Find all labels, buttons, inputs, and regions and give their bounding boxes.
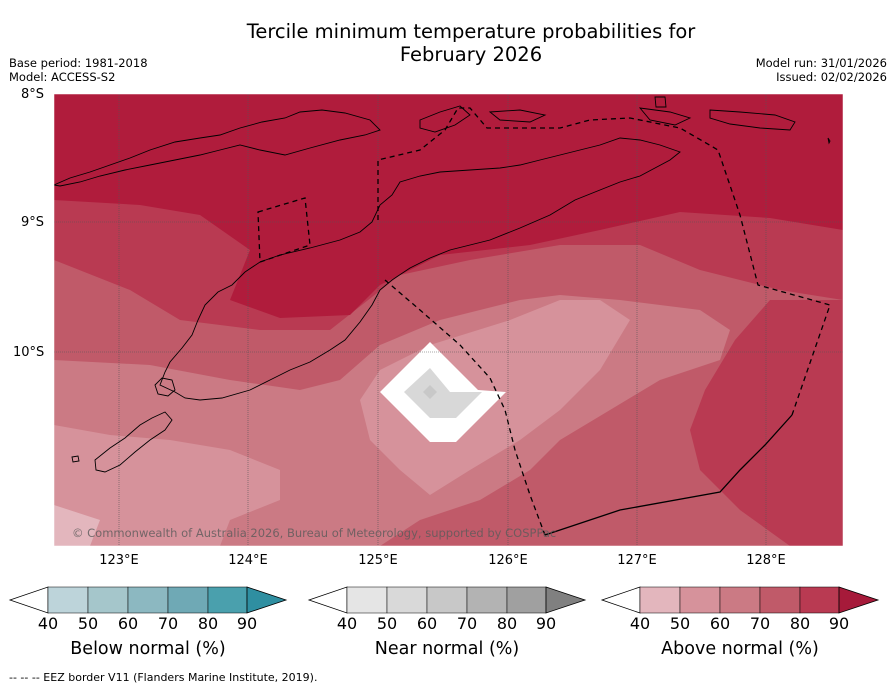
colorbar-near-tick: 90	[535, 614, 557, 633]
meta-right: Model run: 31/01/2026 Issued: 02/02/2026	[756, 56, 887, 84]
colorbar-below-swatch-4	[167, 586, 209, 614]
colorbar-above-tick: 50	[669, 614, 691, 633]
model-name: Model: ACCESS-S2	[9, 70, 116, 84]
colorbar-near-swatch-3	[426, 586, 468, 614]
colorbar-below-swatch-5	[207, 586, 248, 614]
colorbar-above-swatch-5	[799, 586, 840, 614]
colorbar-near-swatch-4	[466, 586, 508, 614]
colorbar-below-tick: 60	[117, 614, 139, 633]
eez-border-north	[377, 107, 831, 416]
colorbar-near-tick: 70	[456, 614, 478, 633]
coastline-wetar-east	[827, 137, 831, 145]
eez-footnote: -- -- -- EEZ border V11 (Flanders Marine…	[9, 671, 318, 684]
issued-date: Issued: 02/02/2026	[776, 70, 887, 84]
lon-label-128e: 128°E	[746, 553, 786, 568]
coastline-flores-sumbawa	[54, 109, 381, 187]
colorbar-above-tick: 90	[828, 614, 850, 633]
lon-label-126e: 126°E	[488, 553, 528, 568]
colorbar-above-tick: 40	[629, 614, 651, 633]
colorbar-above	[600, 586, 880, 614]
base-period: Base period: 1981-2018	[9, 56, 148, 70]
colorbar-below-low-arrow	[8, 586, 49, 614]
title-line-1: Tercile minimum temperature probabilitie…	[246, 20, 696, 43]
colorbar-near-swatch-1	[346, 586, 388, 614]
colorbar-below-tick: 70	[157, 614, 179, 633]
near-normal-centre	[423, 385, 437, 399]
colorbar-below-swatch-2	[87, 586, 129, 614]
colorbar-above-swatch-1	[639, 586, 681, 614]
colorbar-below-swatch-3	[127, 586, 169, 614]
model-run: Model run: 31/01/2026	[755, 56, 887, 70]
level-90-north	[54, 94, 843, 318]
title-line-2: February 2026	[399, 43, 543, 66]
colorbar-near-low-arrow	[307, 586, 348, 614]
map-frame	[53, 93, 844, 547]
colorbar-above-swatch-3	[719, 586, 761, 614]
colorbar-below-high-arrow	[246, 586, 288, 614]
colorbar-below-label: Below normal (%)	[70, 639, 226, 659]
colorbar-near-swatch-2	[386, 586, 428, 614]
map-title: Tercile minimum temperature probabilitie…	[0, 20, 896, 66]
meta-left: Base period: 1981-2018 Model: ACCESS-S2	[9, 56, 148, 84]
coastline-alor-islands	[419, 96, 796, 133]
lon-label-123e: 123°E	[99, 553, 139, 568]
colorbar-near-high-arrow	[545, 586, 587, 614]
coastline-ndao	[71, 455, 80, 463]
level-40-corner	[54, 505, 100, 546]
colorbar-near-tick: 40	[336, 614, 358, 633]
coastline-timor	[159, 137, 681, 401]
level-80-east	[690, 300, 843, 546]
colorbar-near-tick: 50	[376, 614, 398, 633]
eez-border-oecusse	[257, 197, 311, 263]
coastlines	[54, 96, 831, 473]
colorbar-above-label: Above normal (%)	[661, 639, 819, 659]
colorbar-above-low-arrow	[600, 586, 641, 614]
colorbar-below-tick: 40	[37, 614, 59, 633]
lon-label-125e: 125°E	[358, 553, 398, 568]
eez-border-south	[384, 279, 546, 536]
copyright-notice: © Commonwealth of Australia 2026, Bureau…	[72, 526, 557, 540]
colorbar-below-tick: 50	[77, 614, 99, 633]
lon-label-127e: 127°E	[617, 553, 657, 568]
lat-label-10s: 10°S	[13, 345, 45, 360]
colorbar-above-swatch-4	[759, 586, 801, 614]
lat-label-8s: 8°S	[21, 87, 45, 102]
colorbar-near-label: Near normal (%)	[374, 639, 520, 659]
colorbar-below	[8, 586, 288, 614]
graticule	[54, 94, 843, 546]
level-50-south	[54, 425, 280, 546]
coastline-semau	[154, 377, 176, 397]
maritime-boundary-solid	[544, 414, 793, 536]
colorbar-above-tick: 80	[789, 614, 811, 633]
colorbar-above-tick: 60	[709, 614, 731, 633]
coastline-roti	[94, 411, 173, 473]
colorbar-near-tick: 80	[496, 614, 518, 633]
eez-borders	[257, 107, 831, 536]
colorbar-below-swatch-1	[47, 586, 89, 614]
colorbar-above-swatch-2	[679, 586, 721, 614]
colorbar-below-tick: 80	[197, 614, 219, 633]
colorbar-below-tick: 90	[236, 614, 258, 633]
colorbar-above-high-arrow	[838, 586, 880, 614]
colorbar-near	[307, 586, 587, 614]
probability-field	[54, 94, 843, 546]
colorbar-above-tick: 70	[749, 614, 771, 633]
lat-label-9s: 9°S	[21, 215, 45, 230]
near-normal-patch	[404, 368, 482, 418]
colorbar-near-tick: 60	[416, 614, 438, 633]
colorbar-near-swatch-5	[506, 586, 547, 614]
lon-label-124e: 124°E	[228, 553, 268, 568]
